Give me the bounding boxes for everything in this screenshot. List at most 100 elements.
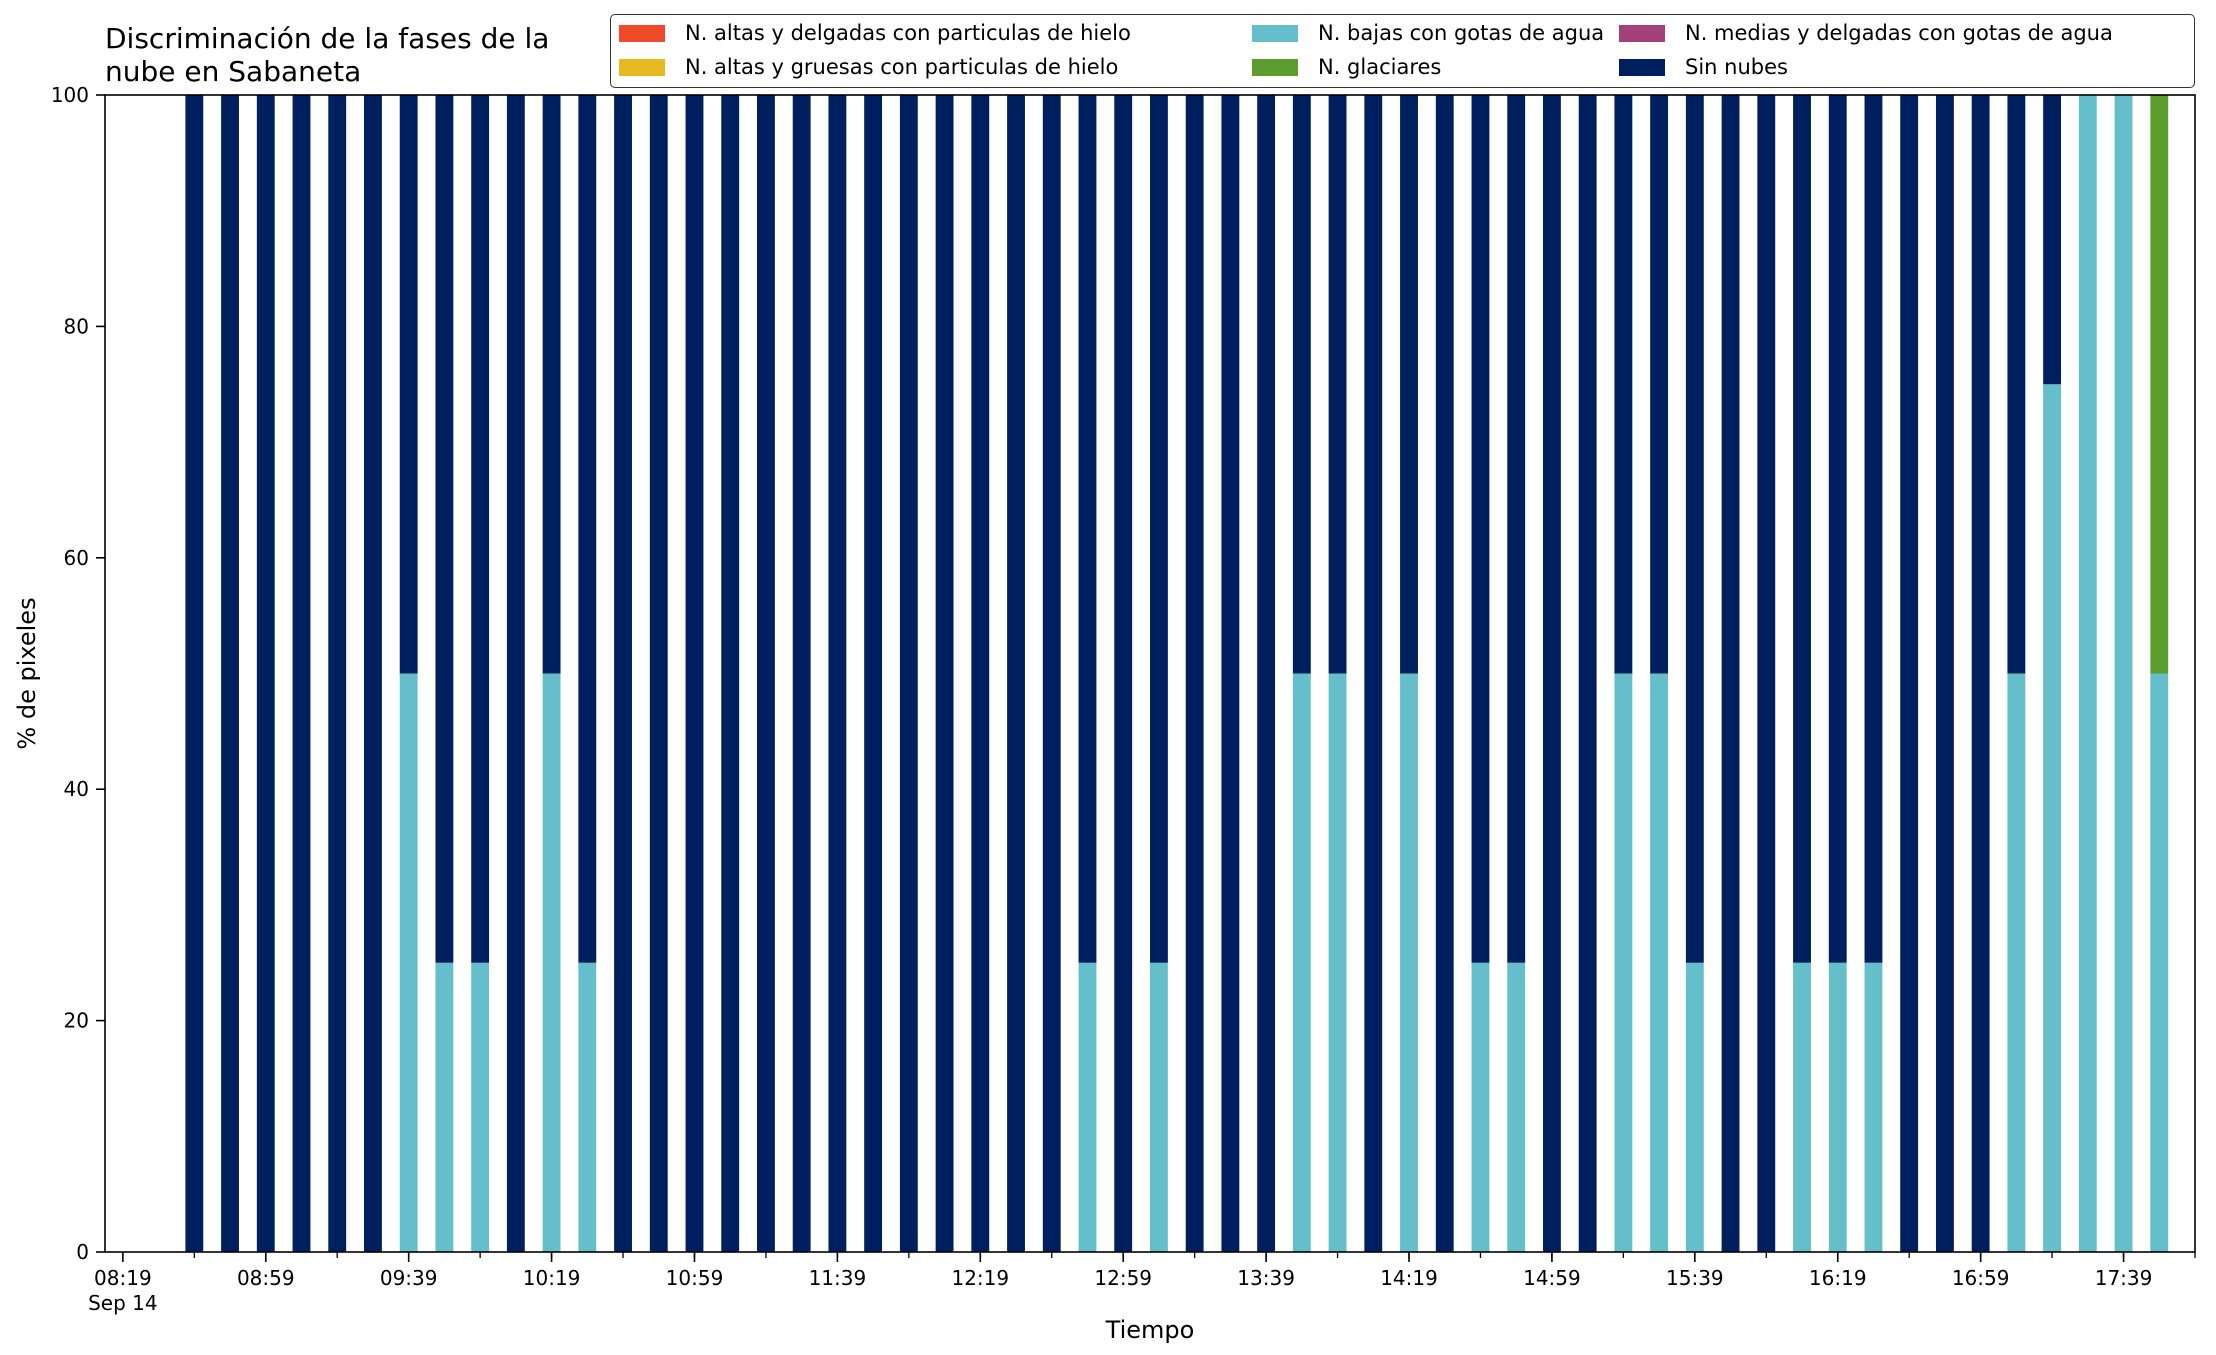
- bar-n-bajas-con-gotas-de-agua: [1400, 673, 1418, 1252]
- x-tick-label: 11:39: [809, 1266, 867, 1290]
- bar-sin-nubes: [1185, 95, 1204, 1252]
- legend-item-glaciares: N. glaciares: [1252, 55, 1441, 79]
- bar-sin-nubes: [1793, 95, 1811, 963]
- bar-sin-nubes: [1078, 95, 1097, 963]
- bar-sin-nubes: [1900, 95, 1919, 1252]
- legend-swatch-altas-gruesas: [619, 58, 665, 76]
- bar-sin-nubes: [1578, 95, 1597, 1252]
- bar-n-bajas-con-gotas-de-agua: [1507, 962, 1526, 1252]
- legend: N. altas y delgadas con particulas de hi…: [610, 14, 2195, 88]
- bar-sin-nubes: [864, 95, 883, 1252]
- bar-sin-nubes: [1328, 95, 1347, 674]
- legend-label-altas-delgadas: N. altas y delgadas con particulas de hi…: [685, 21, 1131, 45]
- bar-sin-nubes: [1864, 95, 1883, 963]
- bar-sin-nubes: [364, 95, 382, 1252]
- bar-sin-nubes: [971, 95, 990, 1252]
- y-tick-label: 40: [64, 777, 89, 801]
- bar-sin-nubes: [1971, 95, 1990, 1252]
- bar-sin-nubes: [1721, 95, 1740, 1252]
- legend-item-sin-nubes: Sin nubes: [1619, 55, 1788, 79]
- bar-n-bajas-con-gotas-de-agua: [471, 962, 490, 1252]
- x-date-label: Sep 14: [88, 1291, 158, 1315]
- bar-n-bajas-con-gotas-de-agua: [1078, 962, 1097, 1252]
- bar-sin-nubes: [685, 95, 704, 1252]
- legend-label-medias-delgadas: N. medias y delgadas con gotas de agua: [1685, 21, 2113, 45]
- bar-sin-nubes: [471, 95, 490, 963]
- bar-n-bajas-con-gotas-de-agua: [1685, 962, 1704, 1252]
- legend-label-sin-nubes: Sin nubes: [1685, 55, 1788, 79]
- bar-sin-nubes: [899, 95, 918, 1252]
- bar-sin-nubes: [1042, 95, 1061, 1252]
- bar-sin-nubes: [828, 95, 847, 1252]
- bar-sin-nubes: [1650, 95, 1669, 674]
- x-tick-label: 10:19: [523, 1266, 581, 1290]
- bar-sin-nubes: [1507, 95, 1526, 963]
- bar-sin-nubes: [792, 95, 811, 1252]
- y-axis: 0 20 40 60 80 100: [51, 83, 105, 1264]
- x-tick-label: 17:39: [2095, 1266, 2153, 1290]
- legend-item-medias-delgadas: N. medias y delgadas con gotas de agua: [1619, 21, 2113, 45]
- bar-n-bajas-con-gotas-de-agua: [1793, 962, 1811, 1252]
- bar-sin-nubes: [1614, 95, 1633, 674]
- legend-swatch-altas-delgadas: [619, 24, 665, 42]
- bar-n-bajas-con-gotas-de-agua: [578, 962, 597, 1252]
- chart-title-line-2: nube en Sabaneta: [105, 55, 362, 88]
- legend-swatch-medias-delgadas: [1619, 24, 1665, 42]
- y-axis-label: % de pixeles: [13, 597, 41, 749]
- bar-n-bajas-con-gotas-de-agua: [2043, 384, 2062, 1252]
- bar-sin-nubes: [399, 95, 418, 674]
- legend-item-altas-gruesas: N. altas y gruesas con particulas de hie…: [619, 55, 1118, 79]
- x-tick-label: 12:19: [951, 1266, 1009, 1290]
- legend-item-altas-delgadas: N. altas y delgadas con particulas de hi…: [619, 21, 1131, 45]
- x-tick-label: 08:59: [237, 1266, 295, 1290]
- legend-swatch-bajas-gotas: [1252, 24, 1298, 42]
- x-tick-label: 15:39: [1666, 1266, 1724, 1290]
- bar-sin-nubes: [1542, 95, 1561, 1252]
- bar-sin-nubes: [185, 95, 204, 1252]
- y-tick-label: 60: [64, 546, 89, 570]
- bar-n-bajas-con-gotas-de-agua: [1471, 962, 1490, 1252]
- bar-sin-nubes: [1471, 95, 1490, 963]
- bars-layer: [185, 95, 2169, 1252]
- bar-sin-nubes: [1292, 95, 1311, 674]
- bar-sin-nubes: [1935, 95, 1954, 1252]
- bar-n-bajas-con-gotas-de-agua: [2007, 673, 2026, 1252]
- bar-n-bajas-con-gotas-de-agua: [2150, 673, 2169, 1252]
- bar-sin-nubes: [506, 95, 525, 1252]
- x-tick-label: 16:59: [1952, 1266, 2010, 1290]
- y-tick-label: 20: [64, 1009, 89, 1033]
- legend-label-bajas-gotas: N. bajas con gotas de agua: [1318, 21, 1605, 45]
- bar-sin-nubes: [221, 95, 239, 1252]
- bar-sin-nubes: [935, 95, 954, 1252]
- x-tick-label: 10:59: [666, 1266, 724, 1290]
- bar-sin-nubes: [1685, 95, 1704, 963]
- bar-sin-nubes: [1828, 95, 1847, 963]
- bar-sin-nubes: [435, 95, 454, 963]
- bar-sin-nubes: [721, 95, 740, 1252]
- bar-sin-nubes: [757, 95, 775, 1252]
- bar-n-bajas-con-gotas-de-agua: [1150, 962, 1168, 1252]
- bar-sin-nubes: [1435, 95, 1454, 1252]
- bar-sin-nubes: [1257, 95, 1276, 1252]
- bar-n-bajas-con-gotas-de-agua: [1828, 962, 1847, 1252]
- x-tick-label: 14:19: [1380, 1266, 1438, 1290]
- x-tick-label: 08:19: [94, 1266, 152, 1290]
- bar-sin-nubes: [1757, 95, 1776, 1252]
- x-tick-label: 16:19: [1809, 1266, 1867, 1290]
- bar-sin-nubes: [2043, 95, 2062, 385]
- x-tick-label: 09:39: [380, 1266, 438, 1290]
- bar-sin-nubes: [649, 95, 668, 1252]
- bar-sin-nubes: [1221, 95, 1240, 1252]
- bar-n-bajas-con-gotas-de-agua: [435, 962, 454, 1252]
- bar-n-bajas-con-gotas-de-agua: [1292, 673, 1311, 1252]
- y-tick-label: 80: [64, 314, 89, 338]
- legend-label-glaciares: N. glaciares: [1318, 55, 1442, 79]
- bar-n-bajas-con-gotas-de-agua: [1864, 962, 1883, 1252]
- legend-label-altas-gruesas: N. altas y gruesas con particulas de hie…: [685, 55, 1119, 79]
- bar-sin-nubes: [542, 95, 561, 674]
- chart-title-line-1: Discriminación de la fases de la: [105, 22, 550, 55]
- bar-n-bajas-con-gotas-de-agua: [399, 673, 418, 1252]
- x-tick-label: 14:59: [1523, 1266, 1581, 1290]
